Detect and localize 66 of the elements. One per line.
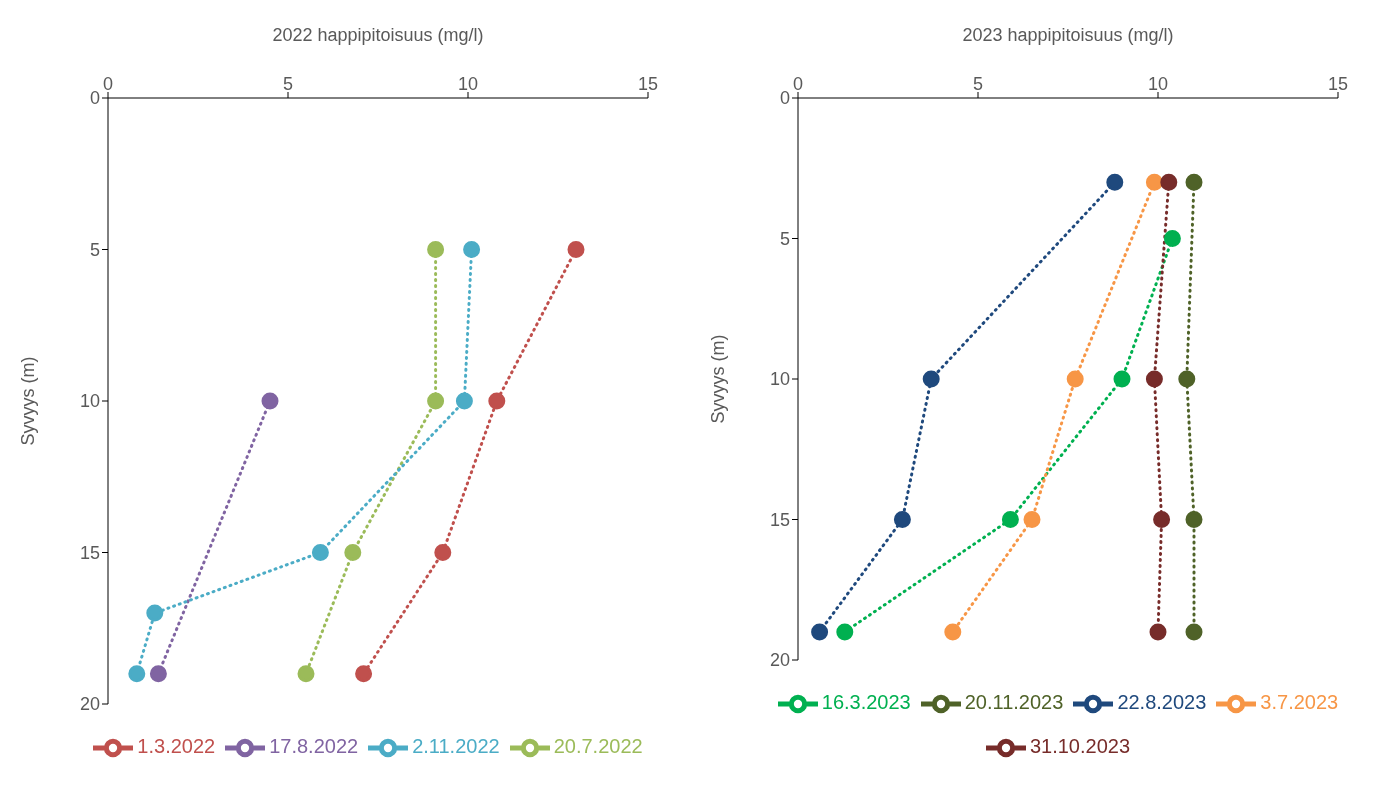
x-tick-label: 0: [792, 74, 804, 94]
x-tick-label: 5: [972, 74, 984, 94]
y-axis-title: Syvyys (m): [708, 334, 729, 424]
legend-label: 22.8.2023: [1117, 691, 1207, 713]
point: [1001, 511, 1019, 528]
y-tick-label: 5: [89, 239, 100, 260]
y-tick-label: 15: [79, 542, 100, 563]
y-tick-label: 5: [779, 228, 790, 249]
point: [1023, 511, 1041, 528]
y-tick-label: 0: [89, 88, 100, 109]
y-tick-label: 15: [769, 509, 790, 530]
point: [128, 665, 146, 683]
y-axis-title: Syvyys (m): [18, 356, 39, 446]
point: [434, 544, 452, 561]
x-tick-label: 15: [1327, 74, 1349, 94]
point: [1185, 173, 1203, 191]
x-tick-label: 10: [457, 74, 479, 94]
x-tick-label: 5: [282, 74, 294, 94]
point: [149, 665, 167, 683]
point: [1113, 370, 1131, 388]
point: [261, 392, 279, 410]
point: [427, 392, 445, 410]
x-tick-label: 10: [1147, 74, 1169, 94]
point: [455, 392, 473, 410]
point: [297, 665, 315, 683]
legend-label: 2.11.2022: [412, 735, 500, 757]
point: [1066, 370, 1084, 388]
point: [811, 623, 829, 641]
point: [893, 511, 911, 528]
y-tick-label: 10: [769, 369, 790, 390]
point: [1153, 511, 1171, 528]
point: [1145, 370, 1163, 388]
point: [1145, 173, 1163, 191]
legend-label: 16.3.2023: [821, 691, 911, 713]
x-tick-label: 15: [637, 74, 659, 94]
point: [944, 623, 962, 641]
y-tick-label: 20: [769, 650, 790, 671]
point: [1149, 623, 1167, 641]
point: [1160, 173, 1178, 191]
point: [463, 241, 481, 258]
point: [1185, 623, 1203, 641]
point: [567, 241, 585, 258]
x-axis-title: 2022 happipitoisuus (mg/l): [272, 24, 484, 45]
point: [922, 370, 940, 388]
point: [355, 665, 373, 683]
legend-label: 31.10.2023: [1029, 735, 1131, 757]
legend-label: 1.3.2022: [137, 735, 216, 757]
point: [427, 241, 445, 258]
legend-label: 20.11.2023: [964, 691, 1064, 713]
legend-label: 17.8.2022: [269, 735, 359, 757]
x-axis-title: 2023 happipitoisuus (mg/l): [962, 24, 1174, 45]
point: [146, 604, 164, 622]
point: [311, 544, 329, 561]
point: [1106, 173, 1124, 191]
point: [1185, 511, 1203, 528]
legend-label: 20.7.2022: [553, 735, 643, 757]
y-tick-label: 10: [79, 391, 100, 412]
x-tick-label: 0: [102, 74, 114, 94]
y-tick-label: 20: [79, 694, 100, 715]
y-tick-label: 0: [779, 88, 790, 109]
point: [836, 623, 854, 641]
point: [488, 392, 506, 410]
legend-label: 3.7.2023: [1260, 691, 1339, 713]
point: [1178, 370, 1196, 388]
point: [344, 544, 362, 561]
point: [1163, 230, 1181, 247]
